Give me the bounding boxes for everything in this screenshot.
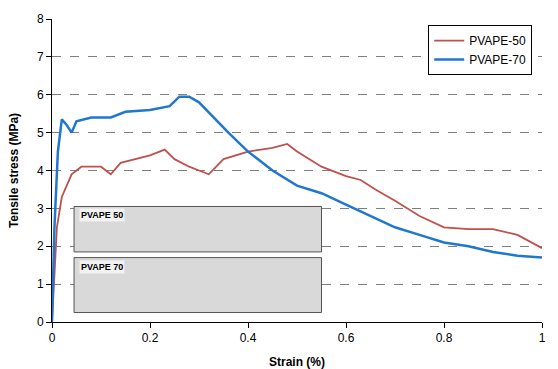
svg-text:Strain (%): Strain (%) <box>269 355 325 369</box>
svg-text:5: 5 <box>37 126 44 140</box>
svg-text:PVAPE 70: PVAPE 70 <box>81 262 123 272</box>
svg-text:0.2: 0.2 <box>142 331 159 345</box>
svg-text:1: 1 <box>37 277 44 291</box>
svg-text:1: 1 <box>539 331 546 345</box>
svg-text:PVAPE 50: PVAPE 50 <box>81 210 123 220</box>
svg-text:7: 7 <box>37 50 44 64</box>
svg-text:PVAPE-70: PVAPE-70 <box>469 53 526 67</box>
svg-text:4: 4 <box>37 164 44 178</box>
svg-text:0.6: 0.6 <box>338 331 355 345</box>
svg-text:6: 6 <box>37 88 44 102</box>
svg-text:3: 3 <box>37 202 44 216</box>
svg-text:PVAPE-50: PVAPE-50 <box>469 34 526 48</box>
svg-text:0.4: 0.4 <box>240 331 257 345</box>
svg-text:2: 2 <box>37 239 44 253</box>
svg-text:0: 0 <box>37 315 44 329</box>
svg-text:Tensile stress (MPa): Tensile stress (MPa) <box>7 113 21 228</box>
svg-text:8: 8 <box>37 12 44 26</box>
svg-text:0.8: 0.8 <box>436 331 453 345</box>
svg-text:0: 0 <box>49 331 56 345</box>
